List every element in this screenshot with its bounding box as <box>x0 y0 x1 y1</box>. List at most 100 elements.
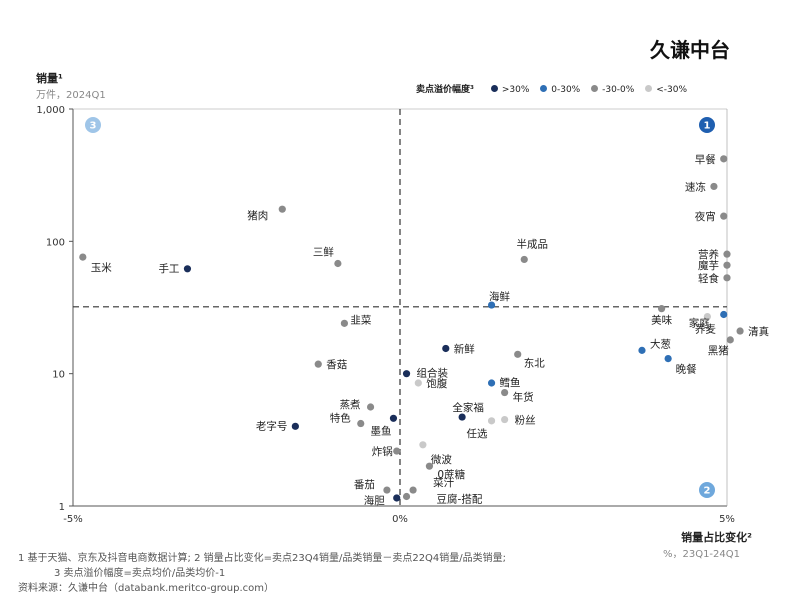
data-point-18 <box>638 346 646 354</box>
data-point-10 <box>183 265 192 273</box>
point-label-21: 东北 <box>524 356 545 369</box>
point-label-16: 清真 <box>748 325 769 338</box>
data-point-3 <box>723 250 731 258</box>
data-point-31 <box>501 415 509 424</box>
data-point-27 <box>366 403 375 411</box>
point-label-22: 香菇 <box>326 358 347 371</box>
brand-title: 久谦中台 <box>650 38 730 62</box>
quadrant-3-badge <box>85 117 101 133</box>
legend-item-g3: -30-0% <box>591 85 634 95</box>
data-point-8 <box>278 205 286 213</box>
point-label-30: 全家福 <box>452 401 484 414</box>
data-point-4 <box>723 261 731 269</box>
data-point-26 <box>501 388 509 397</box>
point-label-37: 番茄 <box>354 478 375 491</box>
point-label-28: 特色 <box>330 412 351 425</box>
y-tick-label: 1 <box>59 502 65 513</box>
data-point-5 <box>723 274 731 282</box>
quadrant-1-badge <box>699 117 715 133</box>
point-label-15: 家庭 <box>689 316 710 329</box>
footnotes: 1 基于天猫、京东及抖音电商数据计算; 2 销量占比变化=卖点23Q4销量/品类… <box>18 551 506 596</box>
point-label-9: 玉米 <box>91 261 112 274</box>
footnote-line-2: 3 卖点溢价幅度=卖点均价/品类均价-1 <box>54 568 226 579</box>
point-label-10: 手工 <box>158 262 179 275</box>
data-point-17 <box>726 336 734 344</box>
point-label-40: 豆腐-搭配 <box>437 492 483 505</box>
point-label-26: 年货 <box>513 391 534 404</box>
legend-item-g4: <-30% <box>645 85 687 95</box>
data-point-33 <box>487 417 496 425</box>
legend-dot-icon <box>645 85 653 92</box>
quadrant-3-number: 3 <box>90 121 97 132</box>
data-point-36 <box>425 462 434 470</box>
legend-item-g2: 0-30% <box>540 85 580 95</box>
legend: 卖点溢价幅度³ >30% 0-30% -30-0% <-30% <box>416 82 687 95</box>
point-label-8: 猪肉 <box>247 209 268 222</box>
data-point-37 <box>383 486 391 494</box>
x-axis-unit: %，23Q1-24Q1 <box>662 549 740 560</box>
point-label-33: 任选 <box>467 427 488 440</box>
point-label-1: 速冻 <box>685 180 706 193</box>
data-point-40 <box>402 492 411 501</box>
point-label-12: 半成品 <box>517 237 549 250</box>
point-label-39: 海胆 <box>364 494 385 507</box>
point-label-7: 美味 <box>651 314 672 327</box>
point-label-2: 夜宵 <box>695 210 716 223</box>
data-point-16 <box>736 327 744 335</box>
legend-dot-icon <box>540 85 548 92</box>
data-point-12 <box>520 255 528 264</box>
point-label-31: 粉丝 <box>515 414 536 427</box>
point-label-14: 韭菜 <box>350 314 371 326</box>
quadrant-2-badge <box>699 482 715 498</box>
point-label-6: 荞麦 <box>695 324 716 336</box>
data-point-34 <box>393 447 401 455</box>
legend-dot-icon <box>490 85 498 92</box>
point-label-24: 饱腹 <box>426 377 447 390</box>
point-label-11: 三鲜 <box>313 245 334 258</box>
point-label-34: 炸锅 <box>372 446 393 458</box>
x-axis-label: 销量占比变化² <box>681 531 752 544</box>
point-label-19: 晚餐 <box>676 363 697 376</box>
point-label-27: 蒸煮 <box>340 399 361 411</box>
data-point-20 <box>442 344 450 353</box>
data-point-7 <box>658 305 666 313</box>
data-point-13 <box>487 301 496 309</box>
data-point-39 <box>393 494 401 502</box>
point-label-18: 大葱 <box>650 337 671 350</box>
data-point-35 <box>419 441 427 449</box>
quadrant-1-number: 1 <box>704 121 711 132</box>
x-tick-label: 5% <box>719 514 735 525</box>
footnote-line-1: 1 基于天猫、京东及抖音电商数据计算; 2 销量占比变化=卖点23Q4销量/品类… <box>18 553 507 564</box>
quadrant-2-number: 2 <box>704 486 711 497</box>
data-point-14 <box>340 319 349 327</box>
data-point-2 <box>720 212 728 220</box>
data-point-30 <box>458 413 466 421</box>
data-point-1 <box>710 182 718 191</box>
data-point-0 <box>720 155 728 163</box>
point-label-5: 轻食 <box>698 272 719 285</box>
data-point-15 <box>720 310 728 319</box>
data-point-6 <box>703 312 711 321</box>
point-label-0: 早餐 <box>695 153 716 166</box>
data-point-24 <box>414 379 422 387</box>
legend-item-g1: >30% <box>490 85 529 95</box>
data-point-29 <box>291 422 299 430</box>
data-point-21 <box>514 350 522 358</box>
y-axis-unit: 万件，2024Q1 <box>36 90 106 101</box>
data-point-22 <box>314 360 322 368</box>
data-point-11 <box>334 259 342 268</box>
legend-dot-icon <box>591 85 599 92</box>
point-label-29: 老字号 <box>256 419 288 432</box>
data-point-9 <box>79 253 87 261</box>
y-tick-label: 100 <box>46 237 65 248</box>
point-label-4: 魔芋 <box>698 259 719 272</box>
x-tick-label: 0% <box>392 514 408 525</box>
y-tick-label: 1,000 <box>36 105 65 116</box>
point-label-36: 0蔗糖 <box>437 468 465 481</box>
point-label-35: 微波 <box>431 453 452 466</box>
source-note: 资料来源：久谦中台（databank.meritco-group.com） <box>18 583 275 594</box>
point-label-13: 海鲜 <box>489 290 510 303</box>
y-axis-label: 销量¹ <box>36 72 63 85</box>
point-label-38: 菜汁 <box>433 476 454 489</box>
